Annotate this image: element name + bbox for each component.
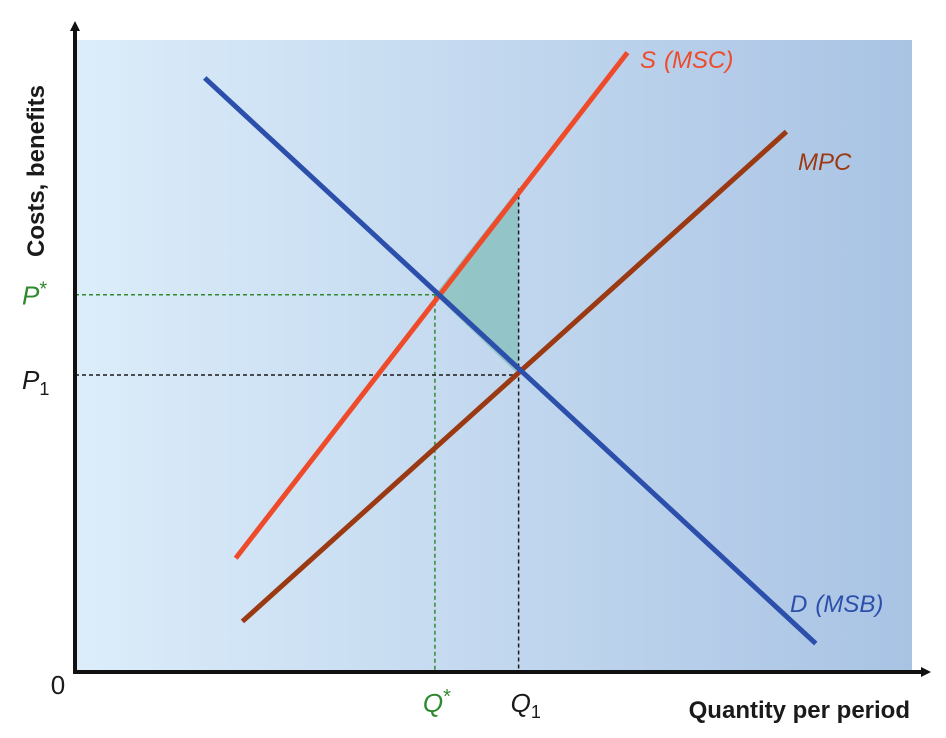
supply-msc-line: [233, 51, 630, 560]
tick-labels: P* P1 Q* Q1: [22, 279, 541, 722]
q-star-label: Q*: [423, 686, 451, 718]
reference-lines: [75, 188, 520, 672]
mpc-label: MPC: [798, 149, 852, 176]
q1-label: Q1: [511, 688, 541, 722]
deadweight-loss-area: [434, 188, 519, 375]
x-axis-label: Quantity per period: [689, 697, 910, 724]
p1-label: P1: [22, 365, 49, 399]
curves: [203, 51, 818, 646]
demand-msb-label: D (MSB): [790, 591, 883, 618]
origin-label: 0: [51, 670, 65, 700]
demand-msb-line: [203, 76, 818, 646]
mpc-line: [240, 129, 789, 624]
curve-labels: S (MSC) MPC D (MSB): [640, 47, 883, 618]
p-star-label: P*: [22, 279, 47, 311]
supply-msc-label: S (MSC): [640, 47, 733, 74]
y-axis-label: Costs, benefits: [23, 85, 50, 257]
